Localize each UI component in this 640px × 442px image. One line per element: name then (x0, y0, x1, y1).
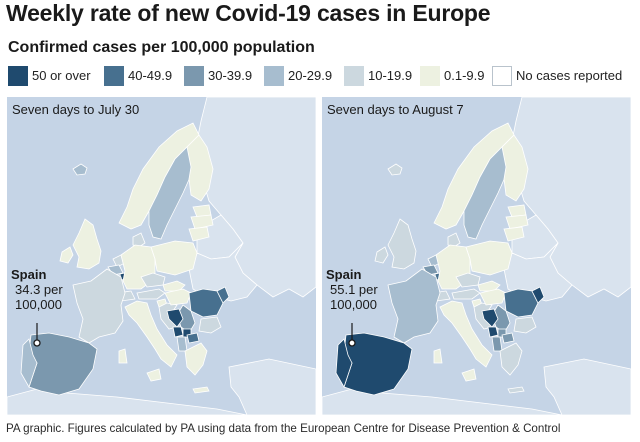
country-lithuania (188, 226, 210, 242)
country-denmark (132, 232, 146, 248)
legend-swatch (264, 66, 284, 86)
country-poland (150, 240, 198, 276)
annotation-marker (33, 339, 41, 347)
country-austria (136, 288, 166, 300)
legend: 50 or over 40-49.9 30-39.9 20-29.9 10-19… (8, 66, 636, 86)
country-romania (503, 288, 539, 318)
europe-map (322, 97, 631, 415)
country-slovakia (162, 280, 186, 292)
country-italy (124, 300, 178, 368)
map-title: Weekly rate of new Covid-19 cases in Eur… (6, 0, 491, 26)
legend-label: 30-39.9 (208, 68, 253, 83)
legend-label: 40-49.9 (128, 68, 173, 83)
country-bulgaria (198, 316, 222, 334)
country-bosnia (481, 308, 499, 328)
country-uk (387, 218, 417, 270)
country-greece (184, 342, 208, 376)
country-hungary (479, 288, 507, 306)
country-czechia (455, 272, 481, 288)
map-panel-august-7: Seven days to August 7 Spain 55.1 per 100,0… (322, 97, 631, 415)
annotation-value-line2: 100,000 (15, 297, 62, 312)
legend-label: No cases reported (516, 68, 623, 83)
footer-source: PA graphic. Figures calculated by PA usi… (6, 422, 561, 435)
region-turkey (543, 358, 631, 415)
island-sicily (461, 368, 477, 382)
annotation-value-line2: 100,000 (330, 297, 377, 312)
country-lithuania (503, 226, 525, 242)
legend-label: 50 or over (32, 68, 91, 83)
country-france (387, 268, 441, 344)
panel-caption: Seven days to August 7 (327, 102, 464, 117)
annotation-country: Spain (326, 267, 362, 282)
country-uk (72, 218, 102, 270)
spain-annotation: Spain 55.1 per 100,000 (326, 267, 378, 312)
country-latvia (505, 214, 529, 230)
country-latvia (190, 214, 214, 230)
legend-swatch (492, 66, 512, 86)
country-montenegro (172, 326, 184, 338)
country-sweden (148, 146, 196, 240)
legend-swatch (344, 66, 364, 86)
annotation-country: Spain (11, 267, 47, 282)
country-iceland (72, 163, 88, 176)
country-albania (491, 336, 503, 352)
country-romania (188, 288, 224, 318)
country-france (72, 268, 126, 344)
island-sardinia (433, 348, 443, 364)
island-sardinia (118, 348, 128, 364)
spain-annotation: Spain 34.3 per 100,000 (11, 267, 63, 312)
europe-map (7, 97, 316, 415)
island-crete (507, 386, 525, 394)
country-montenegro (487, 326, 499, 338)
annotation-value-line1: 34.3 per (15, 282, 63, 297)
country-italy (439, 300, 493, 368)
country-finland (501, 134, 529, 202)
country-finland (186, 134, 214, 202)
country-greece (499, 342, 523, 376)
legend-swatch (184, 66, 204, 86)
legend-swatch (420, 66, 440, 86)
country-moldova (531, 286, 545, 304)
country-bosnia (166, 308, 184, 328)
country-ireland (374, 246, 389, 264)
annotation-value-line1: 55.1 per (330, 282, 378, 297)
country-poland (465, 240, 513, 276)
annotation-marker (348, 339, 356, 347)
legend-swatch (8, 66, 28, 86)
country-portugal (335, 338, 353, 388)
country-hungary (164, 288, 192, 306)
map-panel-july-30: Seven days to July 30 Spain 34.3 per 100,00… (7, 97, 316, 415)
country-north-macedonia (501, 332, 515, 344)
panel-caption: Seven days to July 30 (12, 102, 140, 117)
island-sicily (146, 368, 162, 382)
country-slovakia (477, 280, 501, 292)
country-north-macedonia (186, 332, 200, 344)
country-bulgaria (513, 316, 537, 334)
legend-label: 10-19.9 (368, 68, 413, 83)
legend-swatch (104, 66, 124, 86)
country-austria (451, 288, 481, 300)
country-sweden (463, 146, 511, 240)
map-subtitle: Confirmed cases per 100,000 population (8, 39, 315, 56)
region-turkey (228, 358, 316, 415)
country-portugal (20, 338, 38, 388)
legend-label: 20-29.9 (288, 68, 333, 83)
legend-label: 0.1-9.9 (444, 68, 485, 83)
island-crete (192, 386, 210, 394)
country-ireland (59, 246, 74, 264)
country-czechia (140, 272, 166, 288)
country-denmark (447, 232, 461, 248)
country-albania (176, 336, 188, 352)
country-iceland (387, 163, 403, 176)
country-moldova (216, 286, 230, 304)
